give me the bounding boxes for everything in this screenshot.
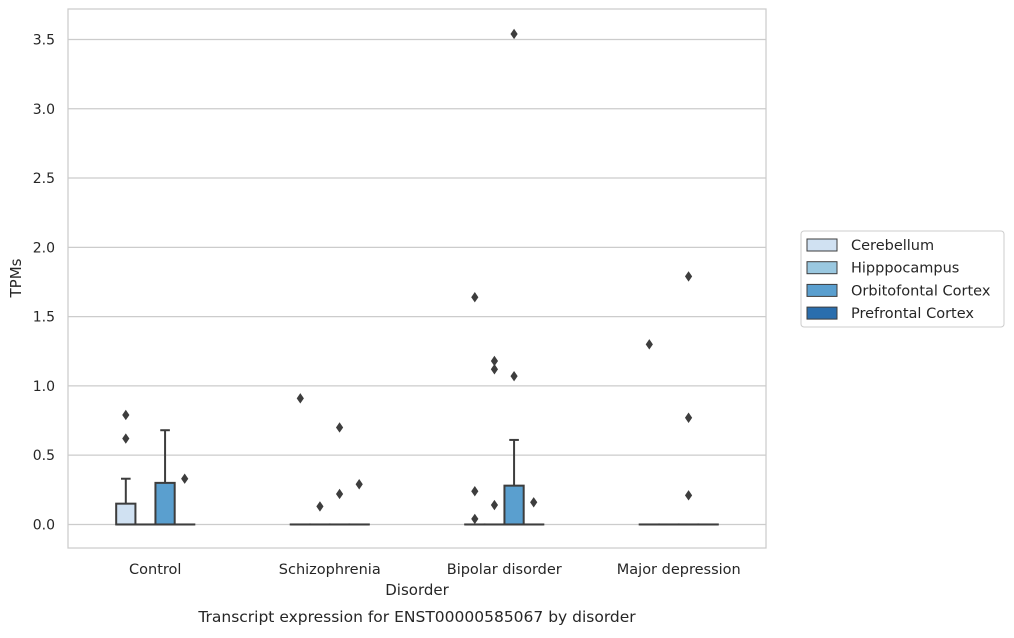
y-tick-label: 2.5 (33, 171, 55, 187)
legend-swatch (807, 284, 837, 296)
outlier-point (122, 410, 129, 420)
legend-label: Cerebellum (851, 238, 934, 254)
legend-swatch (807, 239, 837, 251)
legend-label: Hipppocampus (851, 261, 959, 277)
y-tick-label: 2.0 (33, 240, 55, 256)
plot-area-frame (68, 9, 766, 548)
outlier-point (336, 422, 343, 432)
y-axis-label: TPMs (7, 258, 25, 298)
outlier-point (510, 29, 517, 39)
x-tick-label: Control (129, 562, 181, 578)
outlier-point (685, 271, 692, 281)
legend-label: Orbitofontal Cortex (851, 283, 991, 299)
outlier-point (471, 292, 478, 302)
box-body (504, 486, 523, 525)
outlier-point (356, 479, 363, 489)
outlier-point (297, 393, 304, 403)
y-tick-label: 1.5 (33, 310, 55, 326)
outlier-point (491, 356, 498, 366)
box-orbitofontal-cortex (504, 440, 523, 525)
box-body (155, 483, 174, 525)
outlier-point (181, 474, 188, 484)
y-axis-ticks: 0.0 0.5 1.0 1.5 2.0 2.5 3.0 3.5 (33, 32, 55, 533)
x-tick-label: Bipolar disorder (447, 562, 562, 578)
outlier-point (336, 489, 343, 499)
grid-lines (68, 39, 766, 524)
outlier-point (685, 413, 692, 423)
outlier-point (530, 497, 537, 507)
x-axis-label: Disorder (385, 581, 449, 599)
outlier-point (685, 490, 692, 500)
y-tick-label: 0.5 (33, 448, 55, 464)
x-tick-label: Schizophrenia (279, 562, 381, 578)
box-cerebellum (116, 479, 135, 525)
box-body (116, 504, 135, 525)
outlier-point (491, 500, 498, 510)
y-tick-label: 0.0 (33, 517, 55, 533)
y-tick-label: 1.0 (33, 379, 55, 395)
y-tick-label: 3.0 (33, 102, 55, 118)
x-axis-ticks: Control Schizophrenia Bipolar disorder Majo… (129, 562, 741, 578)
legend-swatch (807, 307, 837, 319)
outlier-point (471, 514, 478, 524)
x-tick-label: Major depression (617, 562, 741, 578)
legend-label: Prefrontal Cortex (851, 306, 974, 322)
outlier-point (510, 371, 517, 381)
outlier-point (316, 501, 323, 511)
box-orbitofontal-cortex (155, 430, 174, 524)
outlier-points (122, 29, 692, 524)
legend-swatch (807, 262, 837, 274)
y-tick-label: 3.5 (33, 32, 55, 48)
chart-caption: Transcript expression for ENST0000058506… (197, 608, 636, 626)
legend: Cerebellum Hipppocampus Orbitofontal Corte… (801, 231, 1004, 327)
outlier-point (122, 433, 129, 443)
outlier-point (471, 486, 478, 496)
box-series (116, 430, 718, 524)
outlier-point (646, 339, 653, 349)
